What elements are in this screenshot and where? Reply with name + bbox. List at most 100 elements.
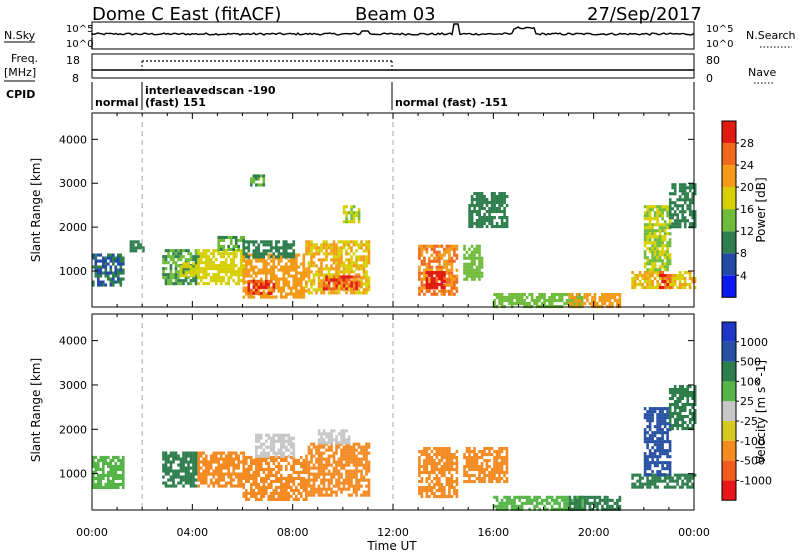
heatmap-cell [673,225,677,229]
heatmap-cell [475,204,479,208]
heatmap-cell [94,470,98,474]
heatmap-cell [104,268,108,272]
heatmap-cell [104,256,108,260]
heatmap-cell [302,265,306,269]
heatmap-cell [666,274,669,278]
heatmap-cell [535,296,539,300]
heatmap-cell [453,259,456,263]
heatmap-cell [435,286,439,290]
heatmap-cell [586,299,589,303]
heatmap-cell [302,253,306,257]
heatmap-cell [297,488,301,492]
heatmap-cell [643,223,647,227]
heatmap-cell [202,261,205,265]
heatmap-cell [212,252,215,256]
heatmap-cell [250,291,253,295]
heatmap-cell [250,464,253,468]
heatmap-cell [169,469,173,473]
heatmap-cell [227,457,230,461]
heatmap-cell [255,464,258,468]
heatmap-cell [598,501,602,505]
heatmap-cell [260,497,263,501]
heatmap-cell [493,471,496,475]
heatmap-cell [480,456,484,460]
heatmap-cell [433,271,436,275]
heatmap-cell [473,262,476,266]
heatmap-cell [352,214,356,218]
heatmap-cell [425,289,429,293]
heatmap-cell [212,469,215,473]
heatmap-cell [668,274,672,278]
heatmap-cell [335,469,338,473]
heatmap-cell [237,475,240,479]
heatmap-cell [440,453,444,457]
heatmap-cell [548,296,551,300]
heatmap-cell [97,485,100,489]
heatmap-cell [666,431,669,435]
heatmap-cell [325,275,328,279]
heatmap-cell [568,507,572,511]
heatmap-cell [651,247,654,251]
heatmap-cell [290,292,293,296]
heatmap-cell [578,507,582,511]
heatmap-cell [686,271,689,275]
heatmap-cell [300,274,303,278]
heatmap-cell [360,276,363,280]
heatmap-cell [285,479,288,483]
heatmap-cell [212,267,215,271]
heatmap-cell [347,267,351,271]
heatmap-cell [164,469,168,473]
heatmap-cell [423,486,426,490]
heatmap-cell [515,507,519,511]
heatmap-cell [420,495,424,499]
heatmap-cell [493,207,496,211]
heatmap-cell [267,295,271,299]
heatmap-cell [99,271,103,275]
heatmap-cell [470,468,474,472]
heatmap-cell [122,473,125,477]
heatmap-cell [671,183,674,187]
heatmap-cell [671,427,674,431]
heatmap-cell [330,493,333,497]
heatmap-cell [260,268,263,272]
heatmap-cell [197,457,200,461]
heatmap-cell [443,277,446,281]
heatmap-cell [653,205,657,209]
heatmap-cell [292,262,296,266]
heatmap-cell [345,448,348,452]
heatmap-cell [347,484,351,488]
heatmap-cell [498,462,501,466]
heatmap-cell [445,289,449,293]
heatmap-cell [172,472,175,476]
heatmap-cell [438,459,441,463]
heatmap-cell [267,282,271,286]
heatmap-cell [367,493,371,497]
heatmap-cell [653,277,657,281]
heatmap-cell [576,507,579,511]
heatmap-cell [528,495,531,499]
heatmap-cell [666,253,669,257]
heatmap-cell [342,273,346,277]
heatmap-cell [593,293,597,297]
heatmap-cell [172,258,175,262]
heatmap-cell [99,476,103,480]
heatmap-cell [663,265,667,269]
heatmap-cell [448,259,451,263]
heatmap-cell [237,244,240,248]
heatmap-cell [500,498,504,502]
heatmap-cell [257,454,261,458]
heatmap-cell [646,238,649,242]
heatmap-cell [315,466,318,470]
heatmap-cell [430,465,434,469]
heatmap-cell [317,460,321,464]
heatmap-cell [222,252,225,256]
heatmap-cell [425,471,429,475]
heatmap-cell [596,495,599,499]
heatmap-cell [255,177,258,181]
heatmap-cell [513,296,516,300]
heatmap-cell [300,280,303,284]
heatmap-cell [676,397,679,401]
heatmap-cell [179,469,183,473]
heatmap-cell [651,419,654,423]
heatmap-cell [357,288,361,292]
